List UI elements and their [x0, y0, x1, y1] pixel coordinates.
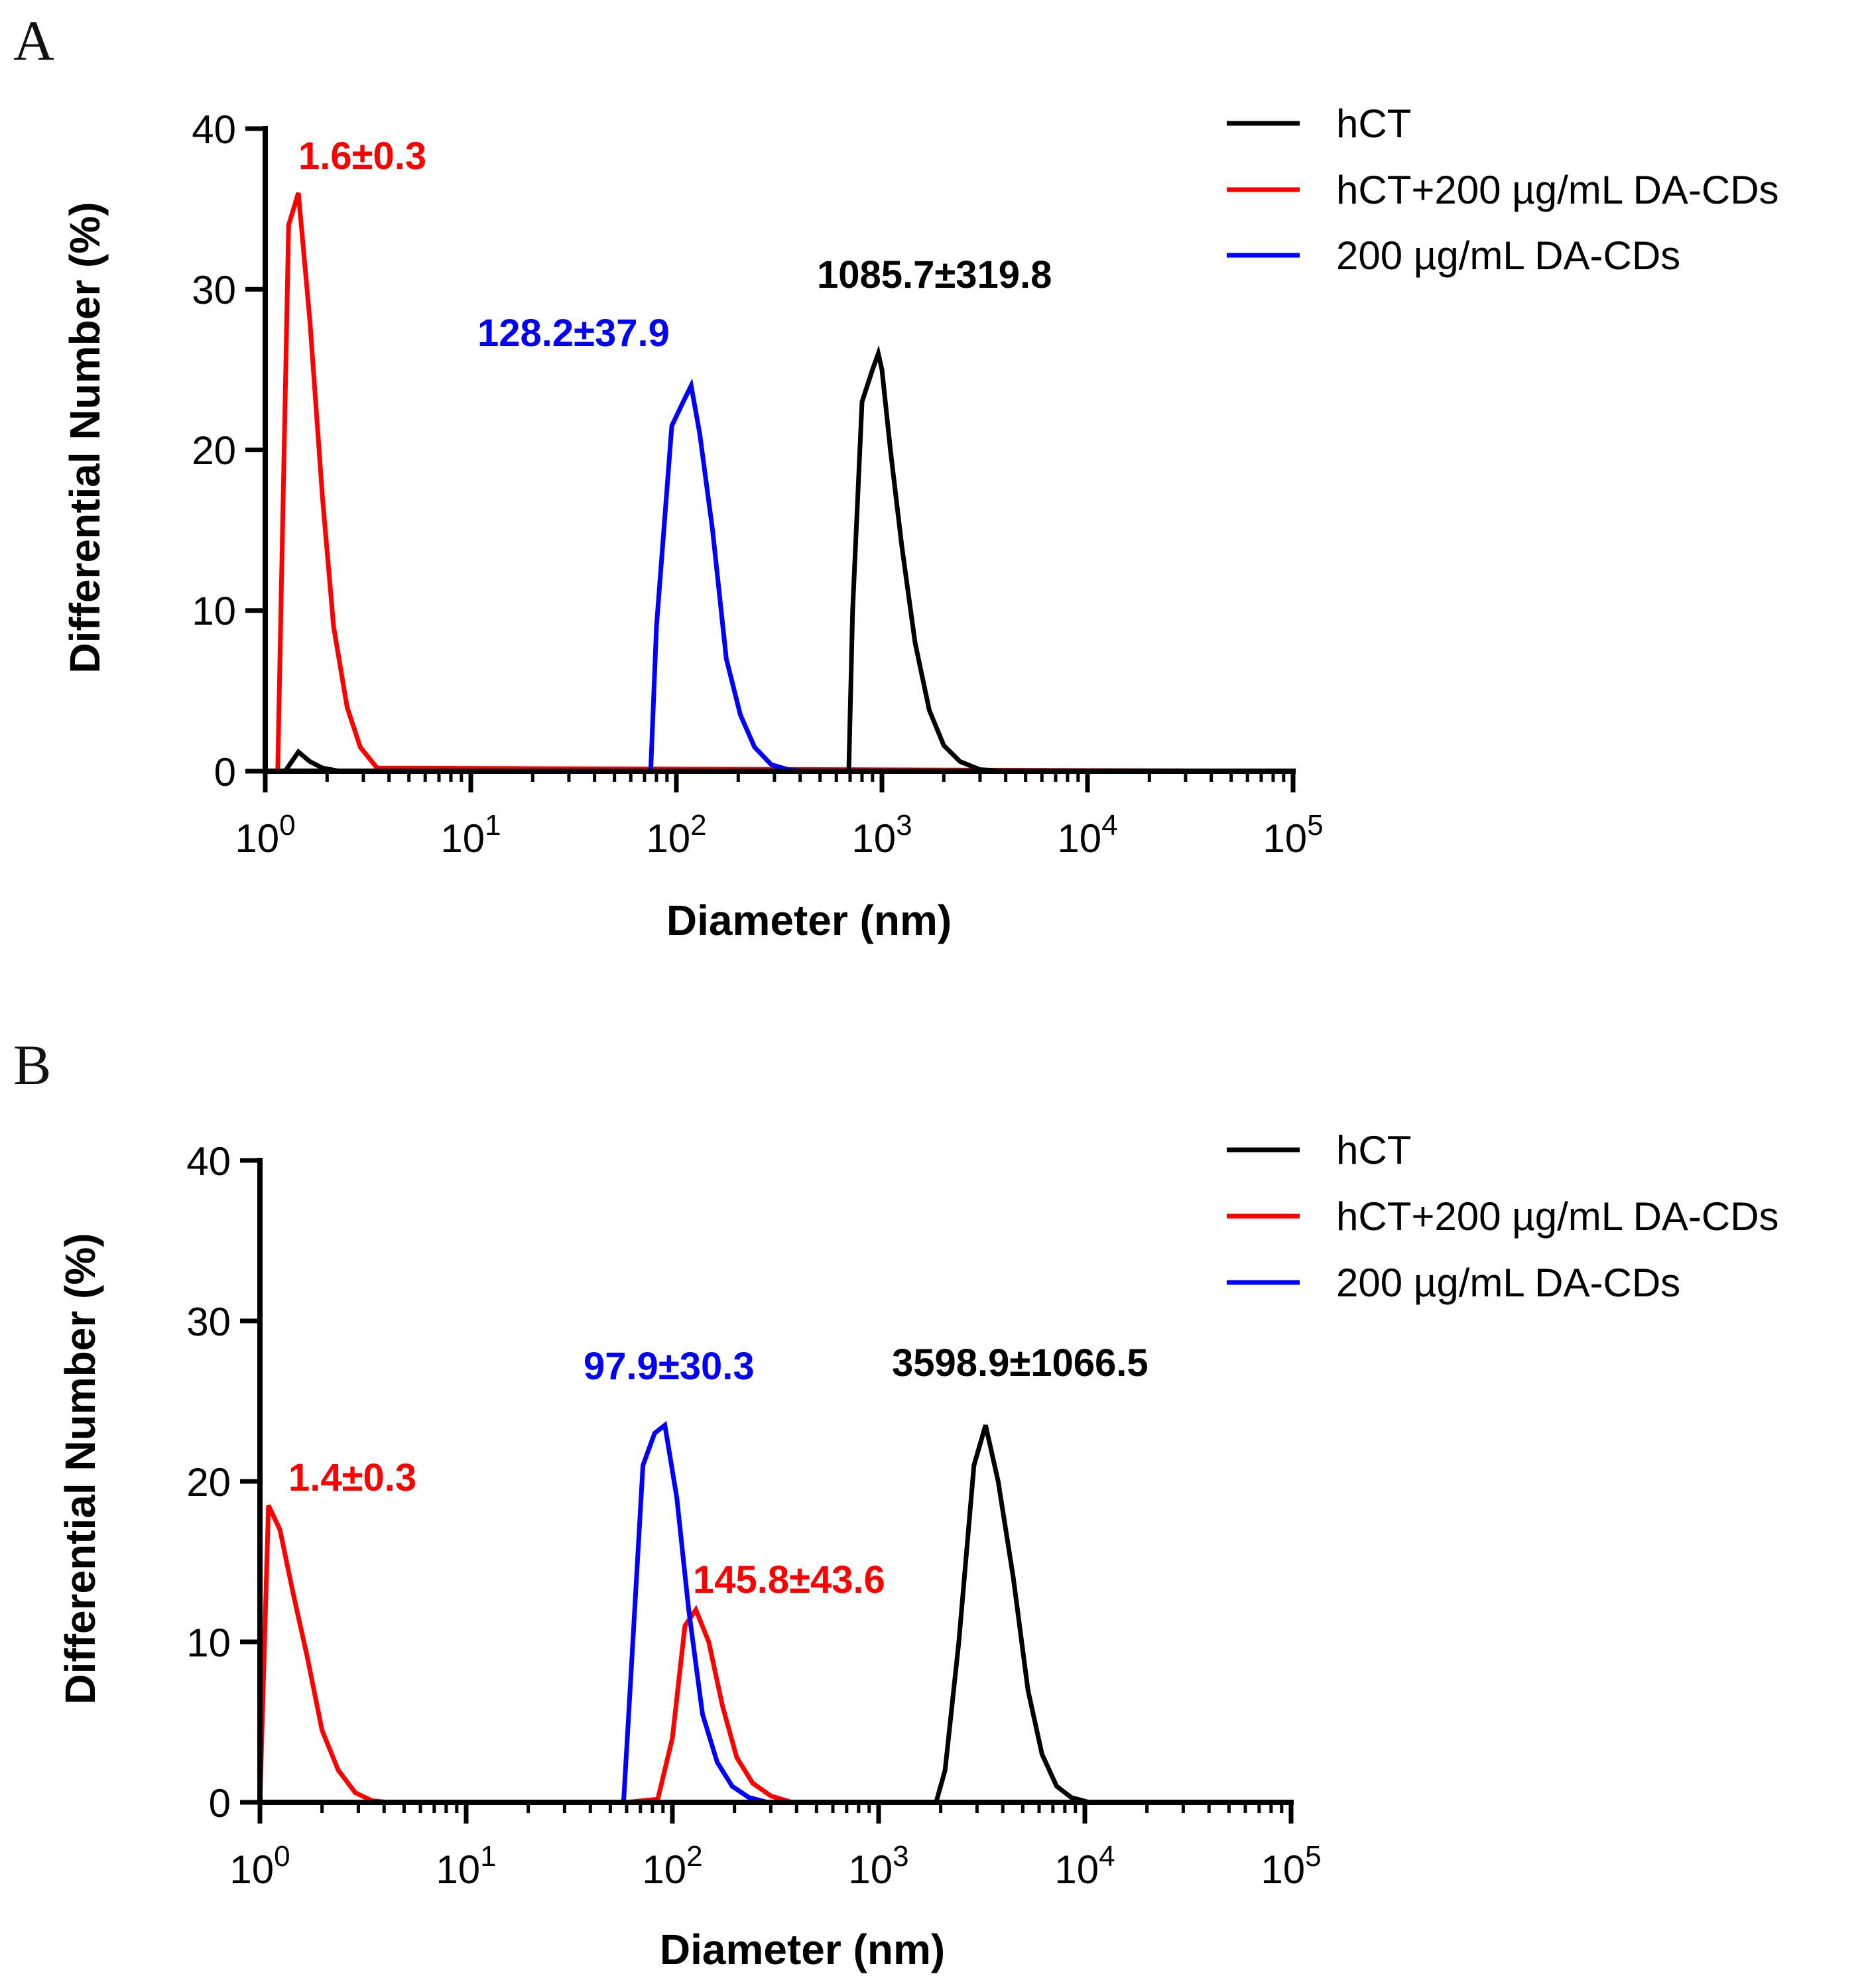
series-line-hct-200-g-ml-da-cds [265, 192, 1294, 774]
x-tick-label: 102 [642, 1840, 702, 1892]
legend-label: hCT [1336, 1128, 1411, 1172]
legend-label: 200 µg/mL DA-CDs [1336, 1261, 1680, 1305]
y-tick-label: 40 [192, 107, 236, 152]
y-tick-label: 20 [192, 428, 236, 473]
x-tick-label: 105 [1261, 1840, 1321, 1892]
y-tick-labels: 40 30 20 10 0 [192, 107, 236, 794]
legend: hCT hCT+200 µg/mL DA-CDs 200 µg/mL DA-CD… [1227, 1128, 1779, 1305]
peak-annotation: 145.8±43.6 [693, 1558, 885, 1601]
series-line-200-g-ml-da-cds [260, 1420, 1291, 1805]
x-tick-labels: 100 101 102 103 104 105 [235, 809, 1323, 861]
series-line-hct [260, 1424, 1291, 1805]
y-tick-labels: 40 30 20 10 0 [186, 1139, 231, 1826]
panel-label: A [13, 9, 54, 72]
x-tick-label: 104 [1057, 809, 1117, 861]
peak-annotation: 3598.9±1066.5 [892, 1341, 1149, 1385]
y-axis-title: Differential Number (%) [61, 202, 109, 673]
x-axis-title: Diameter (nm) [666, 897, 952, 944]
y-tick-label: 10 [192, 589, 236, 633]
x-tick-label: 100 [229, 1840, 290, 1892]
y-axis-title: Differential Number (%) [56, 1233, 104, 1704]
panel-label: B [13, 1033, 51, 1097]
y-tick-label: 30 [192, 268, 236, 312]
y-tick-label: 0 [209, 1781, 231, 1826]
legend-label: hCT+200 µg/mL DA-CDs [1336, 168, 1779, 212]
x-tick-label: 105 [1263, 809, 1323, 861]
legend: hCT hCT+200 µg/mL DA-CDs 200 µg/mL DA-CD… [1227, 101, 1779, 278]
x-tick-label: 101 [436, 1840, 496, 1892]
x-tick-label: 103 [848, 1840, 908, 1892]
x-tick-label: 100 [235, 809, 295, 861]
y-tick-label: 0 [214, 750, 236, 794]
peak-annotation: 1.6±0.3 [298, 135, 426, 178]
peak-annotation: 97.9±30.3 [584, 1345, 755, 1388]
x-axis-title: Diameter (nm) [660, 1926, 945, 1973]
y-tick-label: 10 [186, 1621, 231, 1665]
series-line-hct-200-g-ml-da-cds [257, 1504, 1291, 1805]
x-tick-label: 104 [1054, 1840, 1115, 1892]
y-tick-label: 40 [186, 1139, 231, 1184]
legend-label: 200 µg/mL DA-CDs [1336, 233, 1680, 278]
x-tick-label: 102 [646, 809, 706, 861]
y-tick-label: 20 [186, 1460, 231, 1505]
peak-annotation: 1085.7±319.8 [817, 253, 1052, 296]
x-tick-labels: 100 101 102 103 104 105 [229, 1840, 1321, 1892]
x-tick-label: 101 [440, 809, 501, 861]
legend-label: hCT+200 µg/mL DA-CDs [1336, 1194, 1779, 1239]
panel-b: B 40 30 20 10 0 100 101 102 103 104 105 … [13, 1033, 1779, 1973]
y-tick-label: 30 [186, 1300, 231, 1344]
peak-annotation: 1.4±0.3 [288, 1456, 416, 1499]
peak-annotation: 128.2±37.9 [477, 312, 670, 355]
series-line-200-g-ml-da-cds [265, 378, 1293, 774]
x-tick-label: 103 [851, 809, 912, 861]
panel-a: A 40 30 20 10 0 100 101 102 103 104 105 … [13, 9, 1779, 944]
legend-label: hCT [1336, 101, 1411, 146]
series-line-hct [265, 345, 1293, 774]
